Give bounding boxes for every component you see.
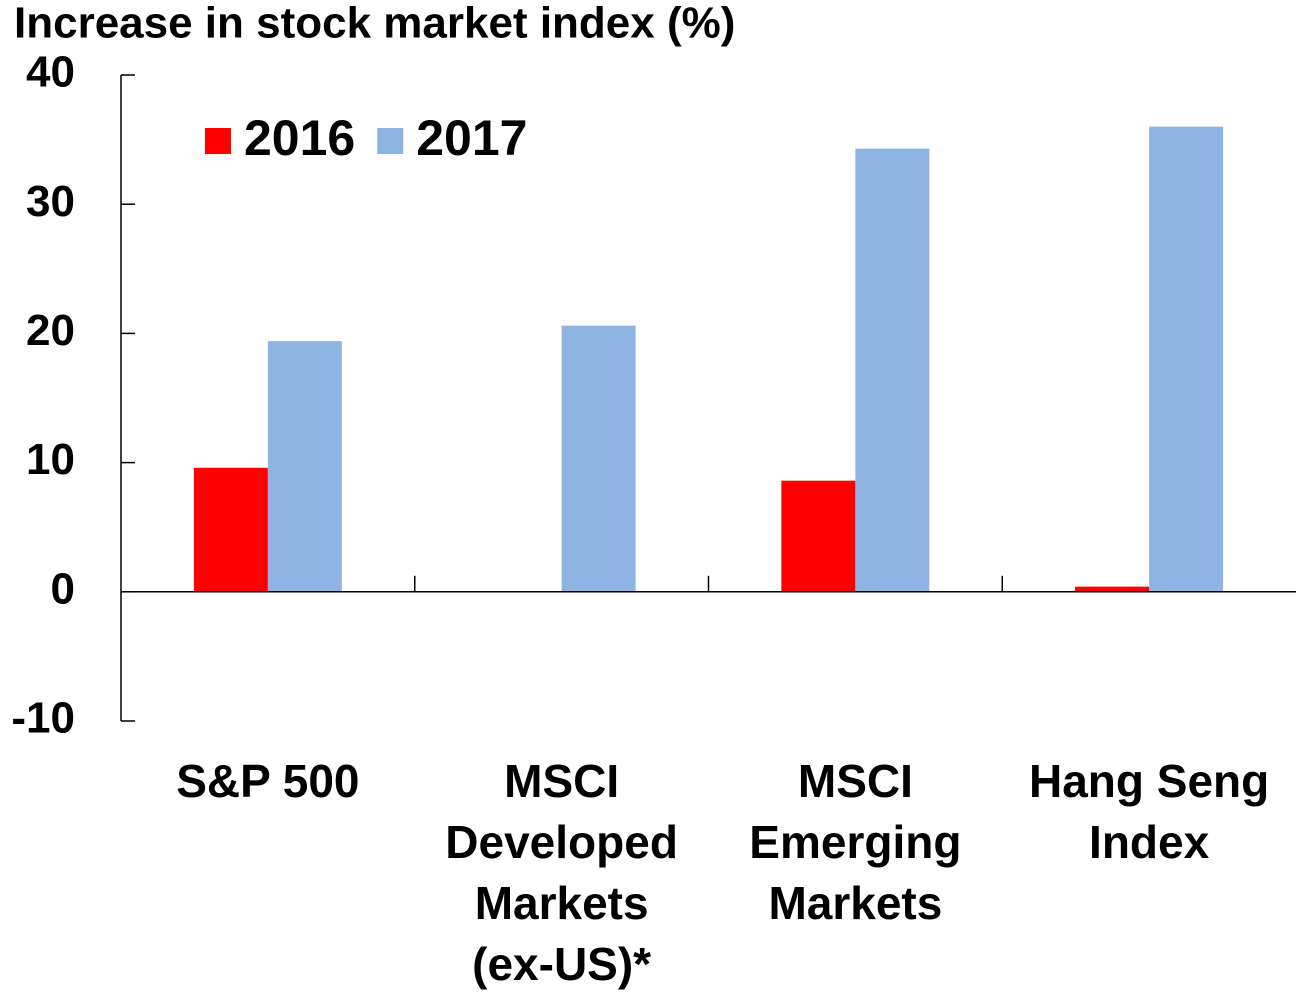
x-tick-label: Hang Seng Index xyxy=(1029,755,1269,868)
bar xyxy=(781,480,856,592)
legend-swatch xyxy=(377,128,404,154)
y-tick-label: 30 xyxy=(26,177,75,226)
y-tick-label: 40 xyxy=(26,48,75,97)
legend-label: 2017 xyxy=(416,110,527,166)
bar xyxy=(193,467,268,592)
chart-title: Increase in stock market index (%) xyxy=(14,0,735,48)
legend-label: 2016 xyxy=(244,110,355,166)
y-tick-label: 0 xyxy=(51,564,75,613)
y-tick-label: 20 xyxy=(26,306,75,355)
bar xyxy=(1149,126,1224,592)
y-tick-label: 10 xyxy=(26,435,75,484)
bar xyxy=(855,148,930,592)
bar xyxy=(267,341,342,592)
x-tick-label: MSCI Emerging Markets xyxy=(749,755,961,929)
x-tick-label: S&P 500 xyxy=(176,755,359,807)
bar xyxy=(561,325,636,592)
y-tick-label: -10 xyxy=(11,694,75,743)
legend-swatch xyxy=(205,128,231,154)
x-tick-label: MSCI Developed Markets (ex-US)* xyxy=(445,755,678,990)
bar xyxy=(1075,586,1150,592)
